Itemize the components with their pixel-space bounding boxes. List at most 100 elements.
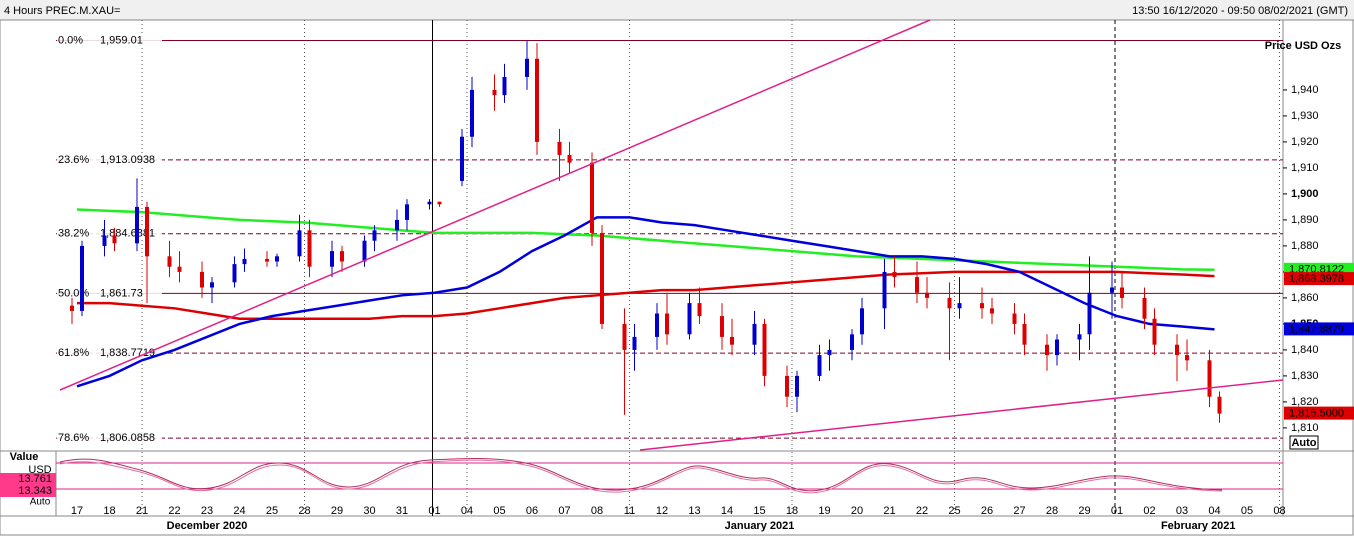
candle-body: [850, 334, 854, 350]
candle-body: [427, 201, 432, 205]
fib-price: 1,959.01: [100, 34, 143, 46]
x-tick-label: 22: [916, 505, 928, 517]
fib-label-bg: [57, 347, 162, 360]
candle-body: [167, 256, 172, 267]
candle-body: [1152, 318, 1157, 345]
candle-body: [535, 58, 539, 142]
candle-body: [135, 206, 139, 244]
candle-body: [557, 141, 562, 155]
candle-body: [892, 271, 897, 278]
last-price-label: 1,815.5000: [1289, 408, 1344, 420]
value-tag: [1284, 322, 1354, 336]
candle-body: [405, 204, 409, 220]
x-tick-label: 18: [103, 505, 115, 517]
header-range: 13:50 16/12/2020 - 09:50 08/02/2021 (GMT…: [1132, 5, 1348, 17]
y-tick-label: 1,830: [1291, 370, 1319, 382]
x-tick-label: 02: [1143, 505, 1155, 517]
candle-body: [362, 240, 367, 262]
fib-pct: 0.0%: [58, 34, 83, 46]
candle-body: [795, 375, 799, 397]
osc-title: Value: [10, 451, 39, 463]
candle-body: [297, 230, 302, 257]
candle-body: [632, 336, 637, 350]
osc-value-box: [0, 485, 56, 497]
moving-average: [76, 216, 1215, 388]
x-tick-label: 12: [656, 505, 668, 517]
x-tick-label: 05: [1241, 505, 1253, 517]
value-tag: [1284, 272, 1354, 286]
last-price-tag: [1284, 406, 1354, 420]
x-tick-label: 04: [1208, 505, 1220, 517]
candle-body: [80, 245, 84, 311]
y-tick-label: 1,910: [1291, 162, 1319, 174]
month-label: February 2021: [1161, 520, 1236, 532]
auto-button[interactable]: [1289, 435, 1319, 450]
x-tick-label: 29: [331, 505, 343, 517]
candle-body: [492, 89, 497, 96]
fib-price: 1,913.0938: [100, 154, 155, 166]
osc-line: [59, 458, 1223, 492]
candle-body: [330, 251, 334, 267]
candle-body: [1207, 360, 1212, 397]
x-tick-label: 11: [624, 505, 635, 517]
x-tick-label: 14: [721, 505, 733, 517]
candle-body: [1022, 323, 1027, 345]
candle-body: [145, 206, 149, 257]
y-tick-label: 1,890: [1291, 214, 1319, 226]
candle-body: [622, 323, 627, 350]
x-tick-label: 05: [493, 505, 505, 517]
candle-body: [1077, 334, 1082, 340]
osc-value: 13.343: [18, 485, 52, 497]
x-tick-label: 26: [981, 505, 993, 517]
candle-body: [925, 292, 929, 298]
osc-value: 13.761: [18, 473, 52, 485]
candle-body: [1087, 292, 1092, 335]
candle-body: [525, 58, 529, 77]
candle-body: [372, 230, 377, 241]
y-tick-label: 1,940: [1291, 84, 1319, 96]
candle-body: [210, 282, 214, 288]
value-tag-label: 1,868.3978: [1289, 273, 1344, 285]
x-tick-label: 27: [1013, 505, 1025, 517]
fib-pct: 61.8%: [58, 347, 89, 359]
x-tick-label: 13: [688, 505, 700, 517]
y-tick-label: 1,930: [1291, 110, 1319, 122]
x-tick-label: 23: [201, 505, 213, 517]
auto-label[interactable]: Auto: [1291, 437, 1316, 449]
candle-body: [785, 375, 789, 397]
fib-price: 1,861.73: [100, 287, 143, 299]
candle-body: [590, 162, 594, 233]
candle-body: [70, 305, 74, 311]
header-title: 4 Hours PREC.M.XAU=: [4, 5, 120, 17]
x-tick-label: 19: [818, 505, 830, 517]
osc-unit: USD: [28, 464, 51, 476]
fib-price: 1,806.0858: [100, 432, 155, 444]
x-tick-label: 25: [266, 505, 278, 517]
candle-body: [1012, 313, 1017, 324]
y-tick-label: 1,860: [1291, 292, 1319, 304]
candle-body: [232, 264, 237, 283]
fib-pct: 38.2%: [58, 228, 89, 240]
candle-body: [915, 277, 919, 293]
y-tick-label: 1,810: [1291, 422, 1319, 434]
x-tick-label: 21: [883, 505, 895, 517]
fib-label-bg: [57, 34, 162, 47]
candle-body: [177, 266, 182, 272]
moving-average: [76, 208, 1215, 272]
y-tick-label: 1,840: [1291, 344, 1319, 356]
candle-body: [470, 89, 474, 137]
osc-auto[interactable]: Auto: [30, 497, 51, 508]
candle-body: [1055, 339, 1059, 356]
trend-line: [639, 379, 1284, 451]
candle-body: [600, 232, 604, 324]
candle-body: [762, 323, 767, 376]
header-bar: [0, 0, 1354, 20]
x-tick-label: 15: [753, 505, 765, 517]
candle-body: [1217, 396, 1222, 414]
candle-body: [112, 235, 117, 244]
candle-body: [437, 201, 442, 205]
candle-body: [200, 271, 204, 288]
candle-body: [1110, 287, 1114, 293]
candle-body: [687, 303, 692, 335]
